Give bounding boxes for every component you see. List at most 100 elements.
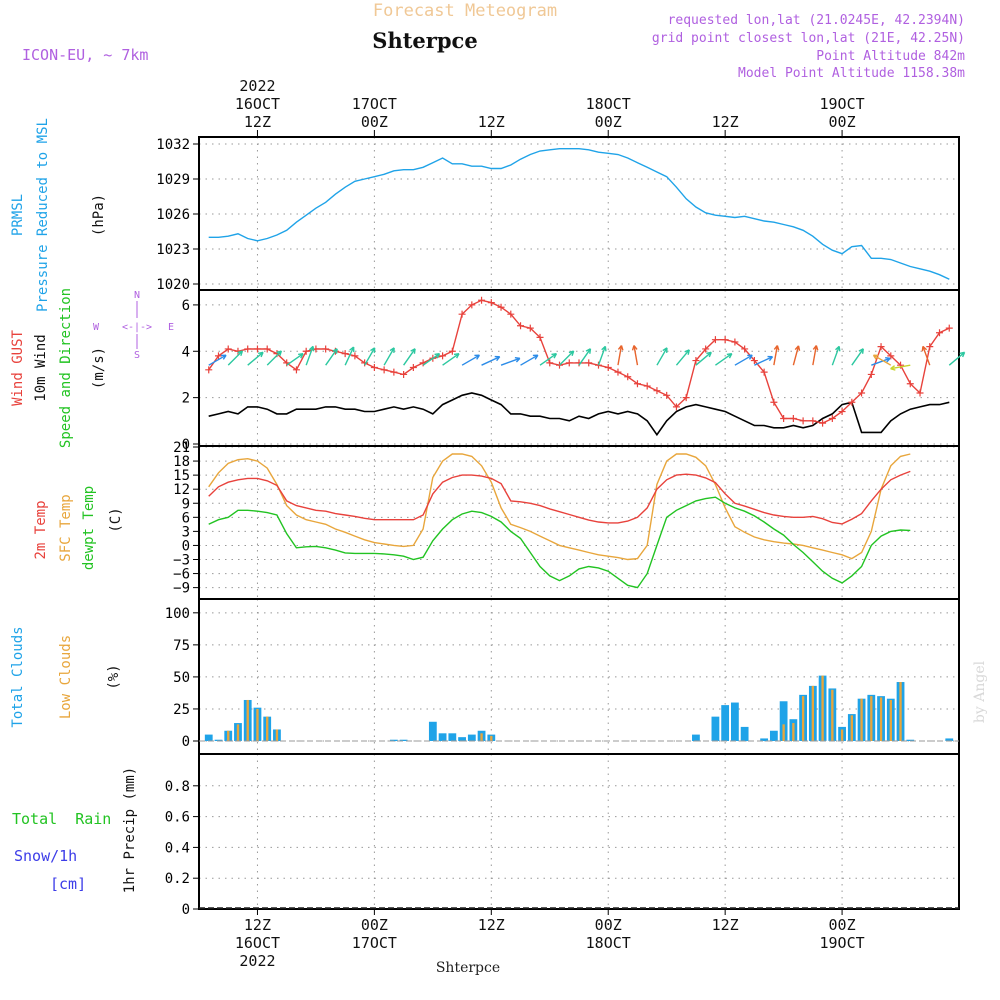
gust-marker [887, 352, 895, 360]
low-cloud-bar [879, 697, 883, 741]
gust-marker [867, 370, 875, 378]
wind-arrow-head [921, 345, 928, 352]
temperature-ytick-label: 9 [182, 496, 190, 512]
gust-marker [361, 359, 369, 367]
gust-marker [497, 303, 505, 311]
wind-direction-arrow [831, 346, 840, 366]
total-clouds-label: Total Clouds [10, 626, 26, 727]
gust-marker [789, 415, 797, 422]
precip-labels: Total Rain Snow/1h [cm] 1hr Precip (mm) [12, 767, 138, 893]
gust-marker [809, 417, 817, 425]
total-cloud-bar [399, 739, 408, 741]
low-cloud-bar [490, 735, 493, 741]
wind-direction-arrow [403, 348, 416, 366]
gust-marker [750, 357, 758, 365]
gust-marker [692, 357, 700, 365]
gust-marker [916, 389, 924, 397]
top-hour-label: 12Z [478, 113, 505, 131]
t2m-label: 2m Temp [33, 500, 49, 559]
total-cloud-bar [458, 737, 466, 741]
top-date-label: 18OCT [586, 95, 631, 113]
pressure-label-prmsl: PRMSL [10, 194, 26, 236]
bottom-hour-label: 12Z [478, 916, 505, 934]
wind-direction-arrow [851, 348, 864, 366]
gust-marker [741, 345, 749, 353]
wind-arrow-head [532, 354, 539, 360]
low-cloud-bar [801, 696, 805, 741]
gust-marker [906, 380, 914, 388]
wind-ytick-label: 6 [182, 298, 190, 314]
gust-marker [292, 366, 300, 374]
low-clouds-label: Low Clouds [58, 635, 74, 719]
low-cloud-bar [860, 698, 863, 741]
wind-arrow-head [959, 351, 966, 358]
pressure-label-long: Pressure Reduced to MSL [35, 118, 51, 312]
wind-direction-arrow [208, 354, 227, 366]
total-cloud-bar [428, 721, 437, 741]
top-date-label: 17OCT [352, 95, 397, 113]
gust-marker [214, 352, 222, 360]
total-cloud-bar [731, 702, 739, 741]
wind-direction-arrow [890, 364, 911, 370]
top-hour-label: 00Z [829, 113, 856, 131]
wind-direction-arrow [695, 351, 712, 366]
compass-s: S [134, 350, 140, 361]
compass-e: E [168, 322, 174, 333]
wind-arrow-head [726, 353, 733, 359]
wind-arrow-head [890, 365, 896, 371]
wind-direction-arrow [286, 353, 304, 366]
wind-direction-arrow [948, 351, 966, 366]
wind-arrow-head [389, 347, 395, 353]
wind-arrow-head [332, 348, 338, 354]
wind-direction-arrow [247, 351, 264, 366]
temperature-ytick-label: −3 [173, 553, 190, 569]
cloud-unit: (%) [106, 664, 122, 689]
bottom-hour-label: 00Z [361, 916, 388, 934]
pressure-unit: (hPa) [91, 194, 107, 236]
wind-arrow-head [276, 350, 283, 357]
precip-panel: 0 0.2 0.4 0.6 0.8 [165, 753, 960, 918]
low-cloud-bar [275, 729, 279, 741]
watermark: by Angel [972, 660, 988, 723]
pressure-panel: 1020 1023 1026 1029 1032 [156, 136, 960, 293]
gust-marker [390, 368, 398, 376]
total-cloud-bar [692, 734, 700, 741]
temperature-ytick-label: 12 [173, 482, 190, 498]
wind-unit: (m/s) [91, 347, 107, 389]
dewpt-label: dewpt Temp [81, 486, 97, 570]
model-label: ICON-EU, ~ 7km [22, 46, 148, 64]
pressure-ytick-label: 1029 [156, 172, 190, 188]
gust-marker [370, 364, 378, 371]
wind-arrow-head [662, 347, 668, 353]
wind-direction-arrow [520, 354, 539, 366]
wind-direction-arrow [754, 356, 773, 366]
gust-marker [380, 366, 388, 374]
wind-direction-arrow [773, 345, 779, 366]
gust-marker [858, 389, 866, 397]
pressure-ytick-label: 1032 [156, 137, 190, 153]
total-cloud-bar [760, 738, 769, 741]
gust-marker [838, 408, 846, 416]
compass-cross: <-|-> [122, 322, 152, 333]
gust-marker [819, 419, 827, 427]
wind-arrow-head [308, 345, 315, 352]
wind-ytick-label: 4 [182, 344, 190, 360]
compass-w: W [93, 322, 100, 333]
precip-ytick-label: 0.4 [165, 840, 190, 856]
wind-direction-arrow [922, 346, 931, 366]
gust-label: Wind GUST [10, 330, 26, 406]
temp-unit: (C) [108, 507, 124, 532]
total-cloud-bar [711, 716, 720, 741]
panels: 102010231026102910320246−9−6−30369121518… [156, 136, 966, 918]
snow-unit: [cm] [50, 875, 86, 893]
clouds-ytick-label: 50 [173, 670, 190, 686]
snow-label: Snow/1h [14, 847, 77, 865]
gust-marker [711, 336, 719, 344]
wind-arrow-head [349, 346, 355, 353]
gust-marker [341, 350, 349, 358]
low-cloud-bar [821, 675, 824, 741]
gust-marker [653, 387, 661, 395]
